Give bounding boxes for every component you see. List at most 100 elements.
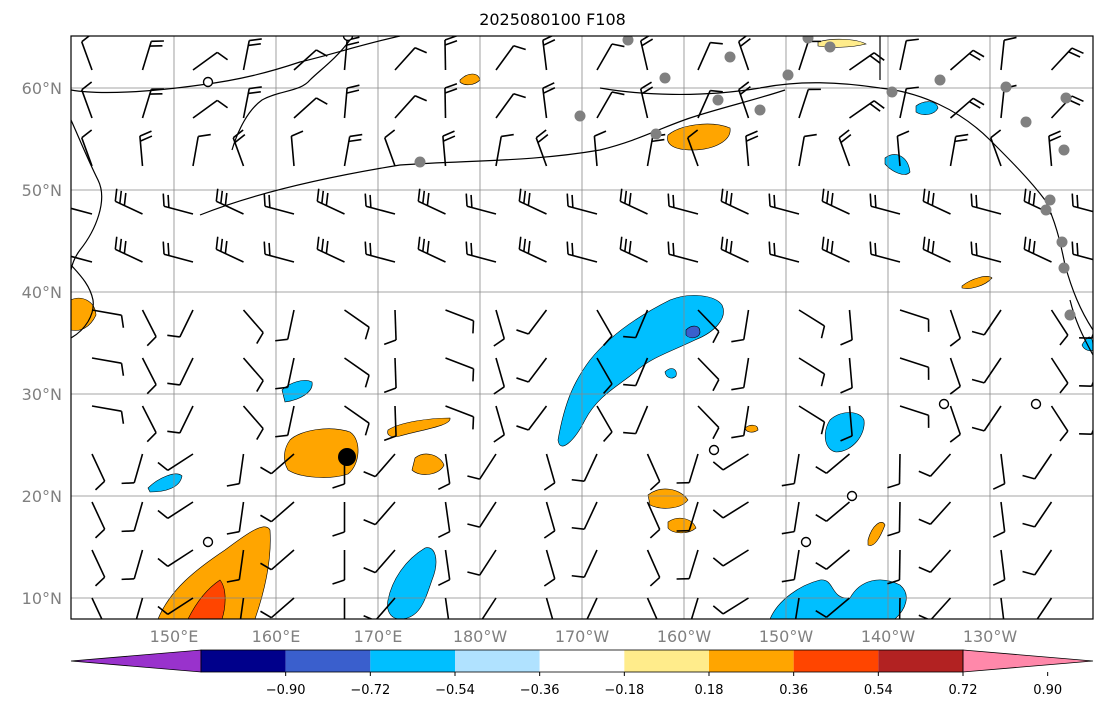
wind-barb [768,241,800,263]
colorbar-segment [455,650,540,672]
wind-barb [1050,309,1069,346]
wind-barb [275,357,295,390]
wind-barb [1079,357,1093,387]
positive-anomaly-south [157,526,271,619]
wind-barb [712,597,749,615]
wind-barb [192,51,229,71]
station-marker [1064,309,1076,321]
wind-barb [121,453,144,485]
wind-barb [922,236,951,263]
wind-barb [571,549,598,578]
wind-barb [417,188,446,215]
wind-barb [619,236,648,263]
open-station-marker [202,536,214,548]
wind-barbs [71,36,1093,619]
longitude-axis: 150°E 160°E 170°E 180°W 170°W 160°W 150°W 140°W… [150,627,1018,646]
wind-barb [495,92,526,119]
station-marker [724,51,736,63]
station-marker [574,110,586,122]
wind-barb [667,193,699,215]
wind-barb [80,129,93,167]
wind-barb [798,405,826,435]
wind-barb [363,453,396,478]
open-station-marker [938,398,950,410]
wind-barb [495,133,514,167]
colorbar-segment [201,650,286,672]
wind-barb [394,94,427,119]
wind-barb [167,405,194,434]
wind-barb [1071,193,1093,215]
wind-barb [141,88,164,119]
station-marker [1060,92,1072,104]
wind-barb [232,129,246,167]
wind-barb [992,501,1006,538]
positive-anomaly-west-edge [71,297,97,331]
wind-barb [80,81,93,119]
colorbar-tick-label: −0.90 [266,683,306,698]
wind-barb [91,549,106,587]
wind-barb [712,501,749,519]
wind-barb [838,129,852,167]
wind-barb [1050,357,1069,394]
wind-barb [343,133,363,167]
wind-barb [344,405,370,436]
station-marker [886,86,898,98]
wind-barb [545,597,556,619]
longitude-tick-label: 160°W [657,627,712,646]
wind-barb [992,549,1006,586]
wind-barb [899,309,930,332]
wind-barb [383,357,397,394]
open-station-marker [846,490,858,502]
station-marker [934,74,946,86]
wind-barb [467,501,497,528]
wind-barb [332,550,346,585]
wind-barb [697,405,720,440]
longitude-tick-label: 170°E [354,627,403,646]
wind-barb [623,357,649,387]
negative-anomaly-west2 [147,473,183,493]
wind-barb [793,597,800,619]
alaska-coastline [71,36,401,94]
wind-barb [646,597,661,619]
wind-barb [263,193,295,215]
north-america-coastline [599,82,1093,331]
open-station-marker [800,536,812,548]
wind-barb [918,453,952,478]
wind-barb [899,357,930,380]
wind-barb [133,597,144,619]
wind-barb [899,38,919,71]
station-marker [754,104,766,116]
wind-barb [162,241,194,263]
wind-barb [141,405,157,443]
negative-anomaly-south [387,547,437,619]
longitude-tick-label: 180°W [453,627,508,646]
wind-barb [646,549,661,587]
station-marker [414,156,426,168]
wind-barb [697,357,720,392]
wind-barb [1079,405,1093,435]
wind-barb [493,309,506,347]
wind-barb [263,241,295,263]
negative-anomaly-alaska [915,101,939,115]
wind-barb [949,405,962,443]
map-title: 2025080100 F108 [479,10,626,29]
wind-barb [667,241,699,263]
wind-barb [344,309,370,340]
wind-barb [467,453,497,480]
wind-barb [363,597,396,619]
wind-barb [543,549,556,587]
siberia-coastline [231,39,351,151]
wind-barb [344,357,370,388]
wind-barb [712,549,749,567]
wind-barb [887,453,901,489]
wind-barb [623,309,649,339]
wind-barb [623,405,649,435]
wind-barb [316,236,345,263]
station-marker [1058,262,1070,274]
wind-barb [798,133,817,167]
wind-barb [260,597,295,619]
graticule [71,36,1093,619]
wind-barb [114,236,143,263]
wind-barb [293,97,328,119]
wind-barb [815,501,851,522]
